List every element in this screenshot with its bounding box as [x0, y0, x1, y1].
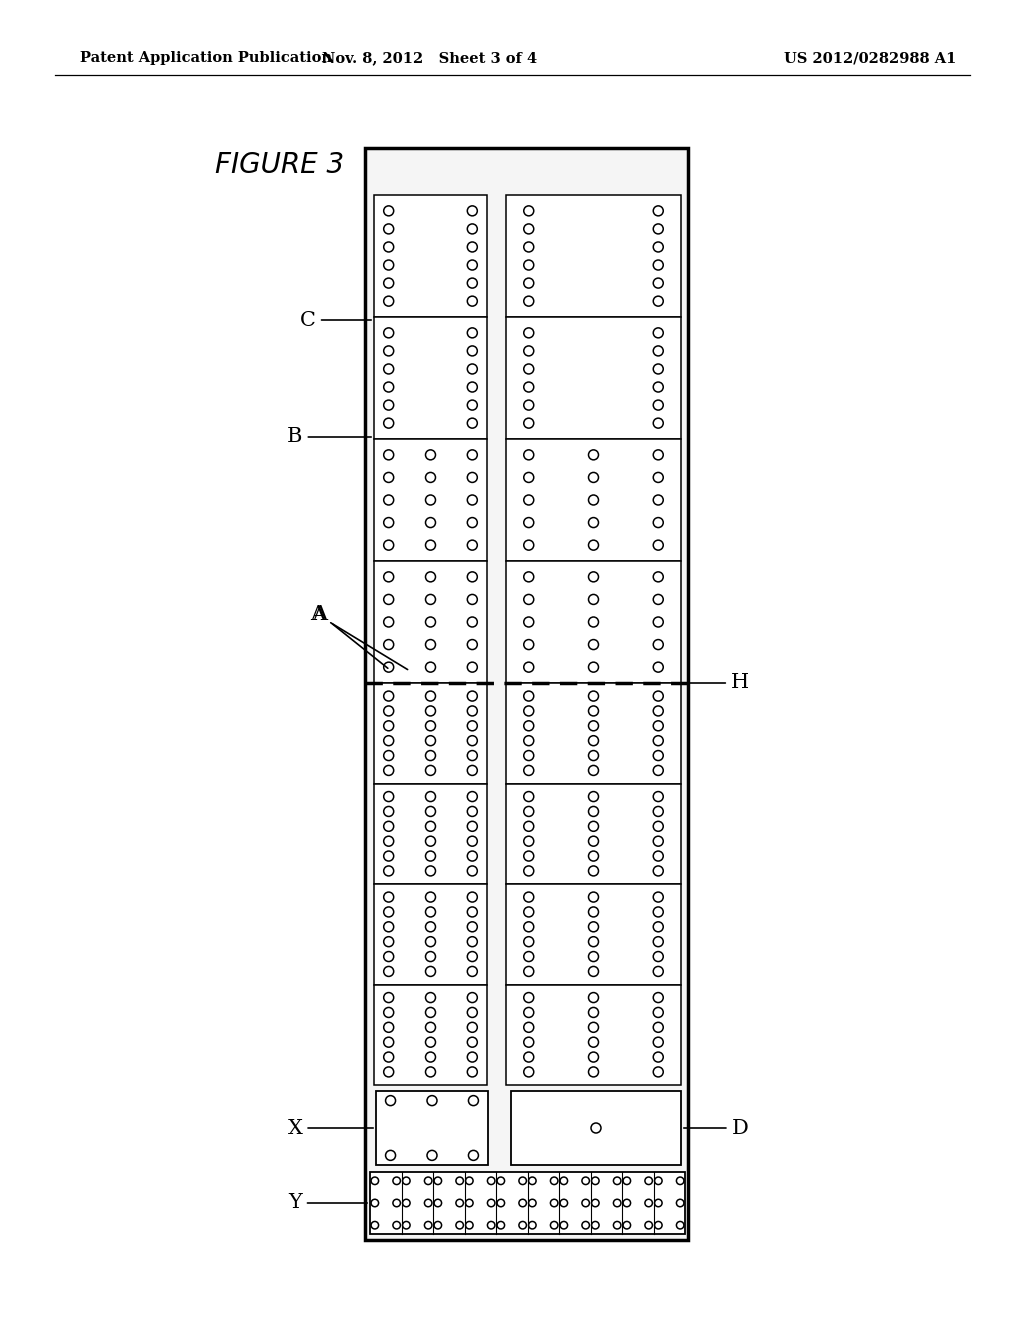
Text: A: A [310, 606, 408, 669]
Bar [511, 1092, 681, 1166]
Bar [506, 195, 681, 317]
Text: Nov. 8, 2012   Sheet 3 of 4: Nov. 8, 2012 Sheet 3 of 4 [323, 51, 538, 65]
Bar [374, 682, 487, 784]
Text: Y: Y [288, 1193, 368, 1213]
Text: X: X [288, 1118, 373, 1138]
Bar [365, 148, 688, 1239]
Text: C: C [300, 310, 372, 330]
Bar [506, 884, 681, 985]
Bar [374, 561, 487, 682]
Bar [374, 985, 487, 1085]
Bar [506, 561, 681, 682]
Text: D: D [684, 1118, 749, 1138]
Bar [374, 195, 487, 317]
Bar [506, 317, 681, 440]
Bar [374, 440, 487, 561]
Text: B: B [288, 428, 372, 446]
Bar [506, 985, 681, 1085]
Bar [370, 1172, 685, 1234]
Bar [376, 1092, 488, 1166]
Text: US 2012/0282988 A1: US 2012/0282988 A1 [783, 51, 956, 65]
Text: H: H [688, 673, 750, 693]
Text: Patent Application Publication: Patent Application Publication [80, 51, 332, 65]
Bar [506, 440, 681, 561]
Text: A: A [312, 605, 388, 668]
Bar [374, 317, 487, 440]
Bar [374, 784, 487, 884]
Text: FIGURE 3: FIGURE 3 [215, 150, 344, 180]
Bar [506, 784, 681, 884]
Bar [506, 682, 681, 784]
Bar [374, 884, 487, 985]
